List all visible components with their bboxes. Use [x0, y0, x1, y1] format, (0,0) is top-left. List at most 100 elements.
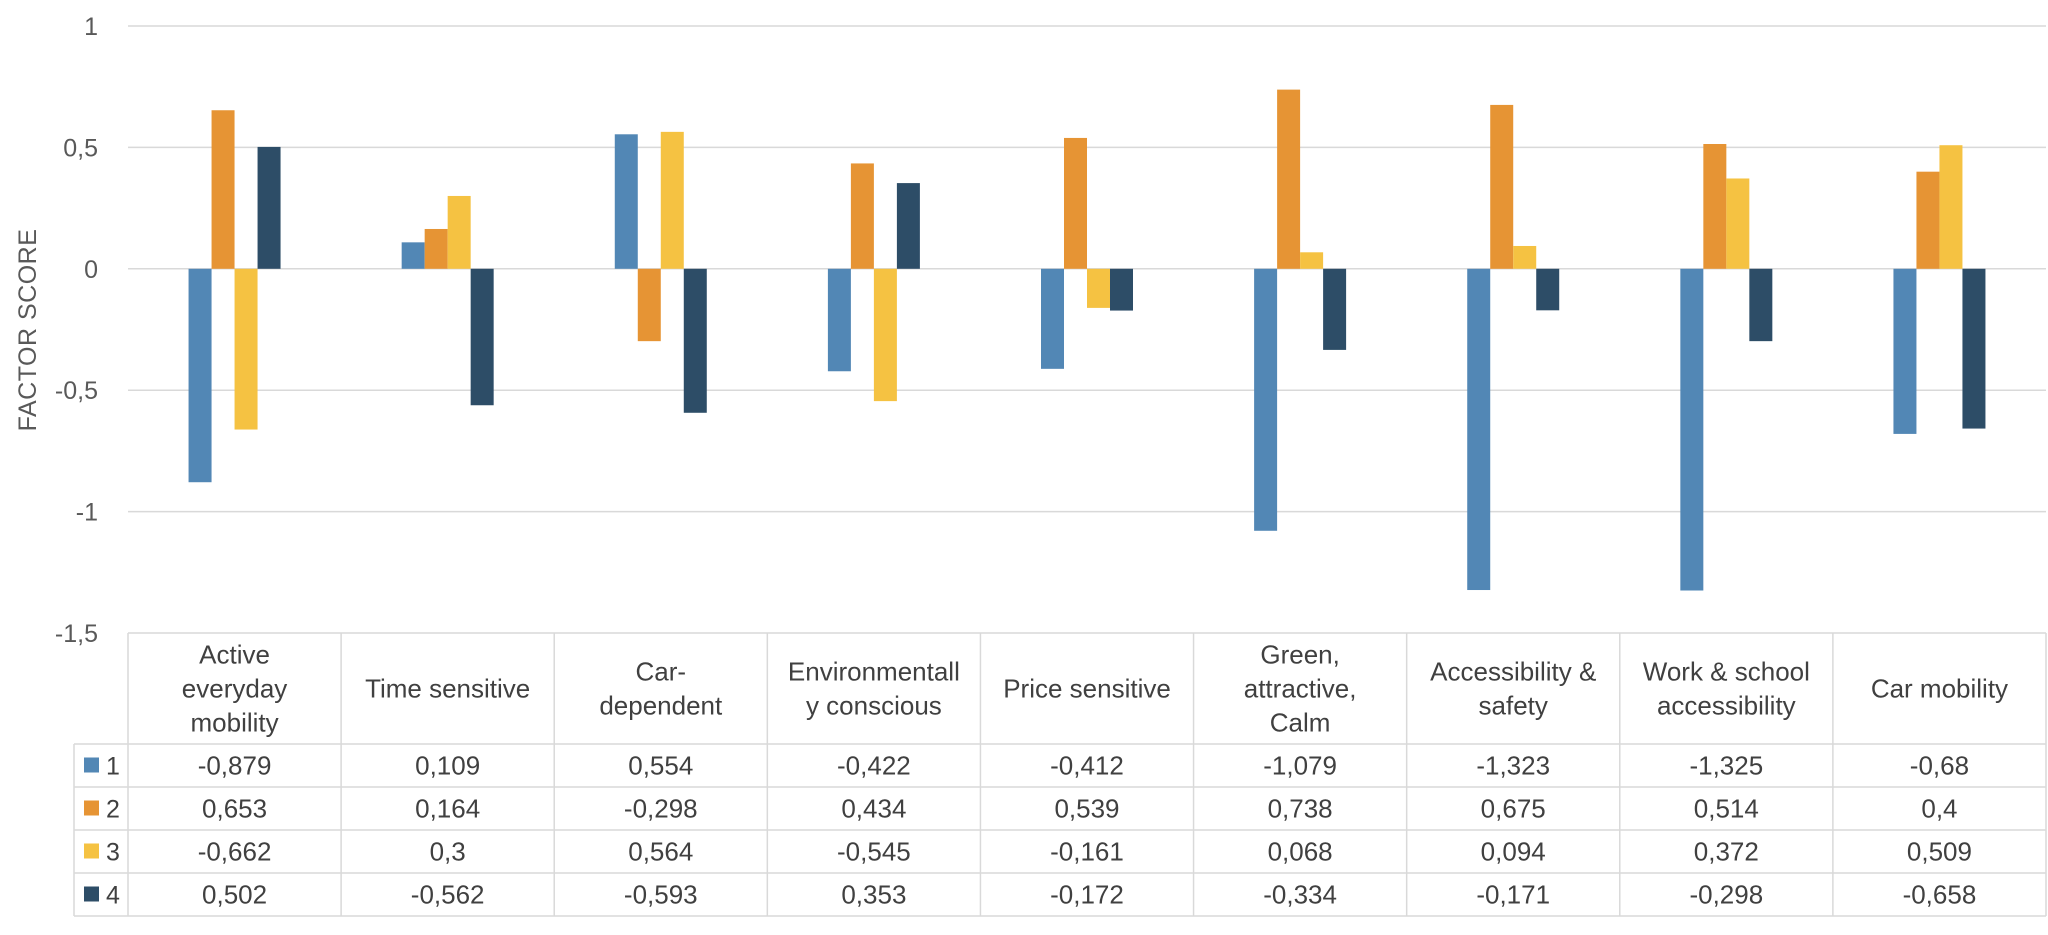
bar-series-2: [211, 110, 235, 269]
table-cell-value: -0,298: [1689, 880, 1763, 910]
bar-series-2: [1703, 144, 1727, 269]
bar-series-4: [683, 268, 707, 413]
bar-series-3: [1087, 268, 1110, 308]
category-label: Price sensitive: [1003, 674, 1171, 704]
bar-series-1: [1041, 268, 1064, 369]
bar-series-4: [1536, 268, 1560, 311]
bar-series-1: [1893, 268, 1917, 434]
y-tick-label: 1: [84, 13, 98, 41]
table-cell-value: 0,502: [202, 880, 267, 910]
legend-swatch-4: [84, 886, 99, 902]
category-label: Active everyday mobility: [182, 640, 288, 738]
table-cell-value: -1,323: [1476, 751, 1550, 781]
table-cell-value: -0,879: [198, 751, 272, 781]
table-cell-value: -1,079: [1263, 751, 1337, 781]
y-axis-label: FACTOR SCORE: [14, 229, 42, 432]
table-cell-value: -0,658: [1903, 880, 1977, 910]
legend-label: 4: [106, 882, 120, 910]
bar-series-3: [660, 131, 684, 269]
table-cell-value: -0,161: [1050, 837, 1124, 867]
bar-series-2: [1490, 104, 1514, 269]
table-cell-value: -1,325: [1689, 751, 1763, 781]
bar-series-4: [896, 183, 920, 269]
table-cell-value: -0,298: [624, 794, 698, 824]
bar-series-4: [1749, 268, 1773, 342]
bar-series-3: [1939, 145, 1963, 269]
table-cell-value: -0,68: [1910, 751, 1969, 781]
data-table: Active everyday mobility Time sensitive Car-…: [73, 632, 2047, 917]
bar-series-3: [234, 268, 258, 430]
category-label: Environmentall y conscious: [788, 657, 960, 721]
table-cell-value: 0,109: [415, 751, 480, 781]
bar-series-2: [424, 228, 448, 269]
bar-series-3: [447, 195, 471, 269]
table-cell-value: -0,593: [624, 880, 698, 910]
bar-series-1: [188, 268, 212, 483]
y-tick-label: -0,5: [55, 377, 98, 405]
bar-series-2: [637, 268, 661, 342]
bar-series-1: [1680, 268, 1704, 591]
bars: [188, 89, 1986, 591]
bar-series-3: [1726, 178, 1750, 269]
bar-series-1: [1254, 268, 1278, 531]
bar-series-3: [1513, 245, 1537, 269]
bar-series-4: [1323, 268, 1347, 350]
table-cell-value: 0,539: [1054, 794, 1119, 824]
category-label: Accessibility & safety: [1430, 657, 1596, 721]
bar-series-4: [470, 268, 494, 406]
y-tick-label: -1,5: [55, 620, 98, 648]
category-label: Car mobility: [1871, 674, 2008, 704]
bar-series-3: [873, 268, 897, 402]
table-cell-value: 0,164: [415, 794, 480, 824]
table-cell-value: -0,172: [1050, 880, 1124, 910]
table-cell-value: 0,564: [628, 837, 693, 867]
table-cell-value: 0,4: [1921, 794, 1957, 824]
table-cell-value: -0,171: [1476, 880, 1550, 910]
y-axis-ticks: 1 0,5 0 -0,5 -1 -1,5: [55, 13, 98, 648]
table-cell-value: 0,068: [1268, 837, 1333, 867]
category-label: Work & school accessibility: [1643, 657, 1810, 721]
bar-series-4: [1962, 268, 1986, 429]
legend-label: 1: [106, 753, 120, 781]
bar-series-1: [827, 268, 851, 372]
table-cell-value: -0,545: [837, 837, 911, 867]
bar-series-2: [1916, 171, 1940, 269]
bar-series-2: [1277, 89, 1301, 269]
y-tick-label: 0,5: [63, 134, 98, 162]
table-cell-value: 0,738: [1268, 794, 1333, 824]
bar-series-3: [1300, 252, 1324, 269]
table-cell-value: 0,653: [202, 794, 267, 824]
bar-series-4: [257, 146, 281, 269]
category-label: Green, attractive, Calm: [1244, 640, 1357, 738]
table-cell-value: 0,554: [628, 751, 693, 781]
category-label: Time sensitive: [365, 674, 530, 704]
table-cell-value: 0,3: [430, 837, 466, 867]
table-cell-value: 0,372: [1694, 837, 1759, 867]
bar-series-1: [1467, 268, 1491, 591]
legend-label: 3: [106, 839, 120, 867]
legend-swatch-1: [84, 757, 99, 773]
bar-series-1: [614, 134, 638, 269]
table-cell-value: 0,434: [841, 794, 906, 824]
y-tick-label: 0: [84, 256, 98, 284]
bar-series-1: [401, 242, 425, 269]
table-cell-value: 0,514: [1694, 794, 1759, 824]
legend-label: 2: [106, 796, 120, 824]
table-cell-value: 0,094: [1481, 837, 1546, 867]
table-cell-value: -0,662: [198, 837, 272, 867]
legend-swatch-2: [84, 800, 99, 816]
table-cell-value: -0,334: [1263, 880, 1337, 910]
table-cell-value: 0,353: [841, 880, 906, 910]
bar-series-2: [1064, 137, 1087, 269]
table-cell-value: -0,422: [837, 751, 911, 781]
table-cell-value: 0,509: [1907, 837, 1972, 867]
category-label: Car-dependent: [599, 657, 723, 721]
table-cell-value: -0,562: [411, 880, 485, 910]
table-cell-value: -0,412: [1050, 751, 1124, 781]
legend-swatch-3: [84, 843, 99, 859]
bar-series-4: [1110, 268, 1133, 311]
table-cell-value: 0,675: [1481, 794, 1546, 824]
bar-series-2: [850, 163, 874, 269]
y-tick-label: -1: [76, 499, 98, 527]
